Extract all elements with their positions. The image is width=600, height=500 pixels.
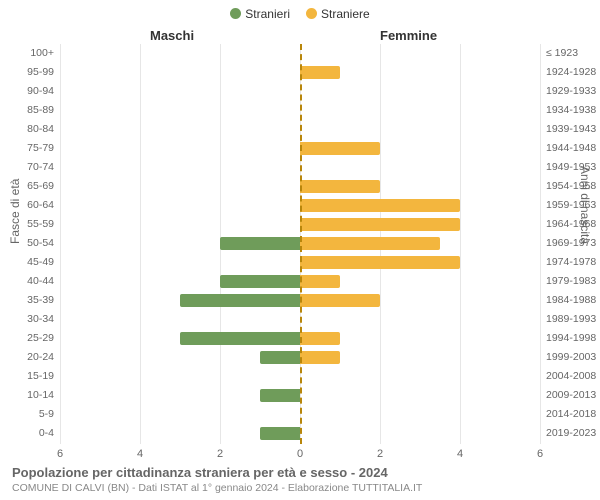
birth-year-label: 1959-1963 — [546, 199, 600, 211]
x-tick-label: 2 — [217, 448, 223, 460]
age-label: 50-54 — [4, 237, 54, 249]
age-label: 85-89 — [4, 104, 54, 116]
col-header-female: Femmine — [380, 28, 437, 43]
x-tick-label: 4 — [137, 448, 143, 460]
bar-female — [300, 256, 460, 269]
age-label: 100+ — [4, 47, 54, 59]
birth-year-label: 1989-1993 — [546, 313, 600, 325]
age-label: 95-99 — [4, 66, 54, 78]
footer-subtitle: COMUNE DI CALVI (BN) - Dati ISTAT al 1° … — [12, 482, 588, 494]
age-label: 40-44 — [4, 275, 54, 287]
age-label: 90-94 — [4, 85, 54, 97]
age-label: 20-24 — [4, 351, 54, 363]
birth-year-label: 1934-1938 — [546, 104, 600, 116]
age-label: 45-49 — [4, 256, 54, 268]
x-tick-label: 0 — [297, 448, 303, 460]
birth-year-label: 1939-1943 — [546, 123, 600, 135]
birth-year-label: 1979-1983 — [546, 275, 600, 287]
age-label: 70-74 — [4, 161, 54, 173]
x-tick-label: 6 — [57, 448, 63, 460]
age-label: 30-34 — [4, 313, 54, 325]
birth-year-label: 1974-1978 — [546, 256, 600, 268]
bar-female — [300, 275, 340, 288]
birth-year-label: 1949-1953 — [546, 161, 600, 173]
age-label: 55-59 — [4, 218, 54, 230]
age-label: 15-19 — [4, 370, 54, 382]
population-pyramid-chart: StranieriStraniere Maschi Femmine Fasce … — [0, 0, 600, 500]
bar-female — [300, 218, 460, 231]
x-tick-label: 6 — [537, 448, 543, 460]
birth-year-label: 2009-2013 — [546, 389, 600, 401]
bar-female — [300, 351, 340, 364]
center-line — [300, 44, 302, 444]
age-label: 80-84 — [4, 123, 54, 135]
bar-male — [180, 332, 300, 345]
age-label: 25-29 — [4, 332, 54, 344]
birth-year-label: 2014-2018 — [546, 408, 600, 420]
legend-swatch — [306, 8, 317, 19]
legend-swatch — [230, 8, 241, 19]
birth-year-label: 1999-2003 — [546, 351, 600, 363]
birth-year-label: 1964-1968 — [546, 218, 600, 230]
legend-item: Straniere — [306, 6, 370, 21]
footer-title: Popolazione per cittadinanza straniera p… — [12, 465, 588, 480]
age-label: 60-64 — [4, 199, 54, 211]
bar-female — [300, 332, 340, 345]
birth-year-label: 1924-1928 — [546, 66, 600, 78]
plot-area: 6420246100+≤ 192395-991924-192890-941929… — [60, 44, 540, 444]
legend: Stranieri Straniere — [0, 6, 600, 21]
birth-year-label: 2019-2023 — [546, 427, 600, 439]
birth-year-label: ≤ 1923 — [546, 47, 600, 59]
bar-female — [300, 66, 340, 79]
age-label: 75-79 — [4, 142, 54, 154]
birth-year-label: 1929-1933 — [546, 85, 600, 97]
legend-label: Stranieri — [245, 7, 290, 21]
bar-male — [220, 275, 300, 288]
bar-female — [300, 199, 460, 212]
bar-male — [220, 237, 300, 250]
bar-male — [260, 427, 300, 440]
x-tick-label: 4 — [457, 448, 463, 460]
age-label: 35-39 — [4, 294, 54, 306]
bar-female — [300, 180, 380, 193]
birth-year-label: 2004-2008 — [546, 370, 600, 382]
age-label: 0-4 — [4, 427, 54, 439]
birth-year-label: 1984-1988 — [546, 294, 600, 306]
birth-year-label: 1944-1948 — [546, 142, 600, 154]
bar-male — [180, 294, 300, 307]
col-header-male: Maschi — [150, 28, 194, 43]
x-tick-label: 2 — [377, 448, 383, 460]
grid-line — [540, 44, 541, 444]
chart-footer: Popolazione per cittadinanza straniera p… — [12, 465, 588, 494]
age-label: 65-69 — [4, 180, 54, 192]
bar-female — [300, 142, 380, 155]
bar-male — [260, 389, 300, 402]
legend-label: Straniere — [321, 7, 370, 21]
bar-female — [300, 237, 440, 250]
legend-item: Stranieri — [230, 6, 290, 21]
birth-year-label: 1969-1973 — [546, 237, 600, 249]
bar-male — [260, 351, 300, 364]
age-label: 5-9 — [4, 408, 54, 420]
birth-year-label: 1954-1958 — [546, 180, 600, 192]
age-label: 10-14 — [4, 389, 54, 401]
bar-female — [300, 294, 380, 307]
birth-year-label: 1994-1998 — [546, 332, 600, 344]
